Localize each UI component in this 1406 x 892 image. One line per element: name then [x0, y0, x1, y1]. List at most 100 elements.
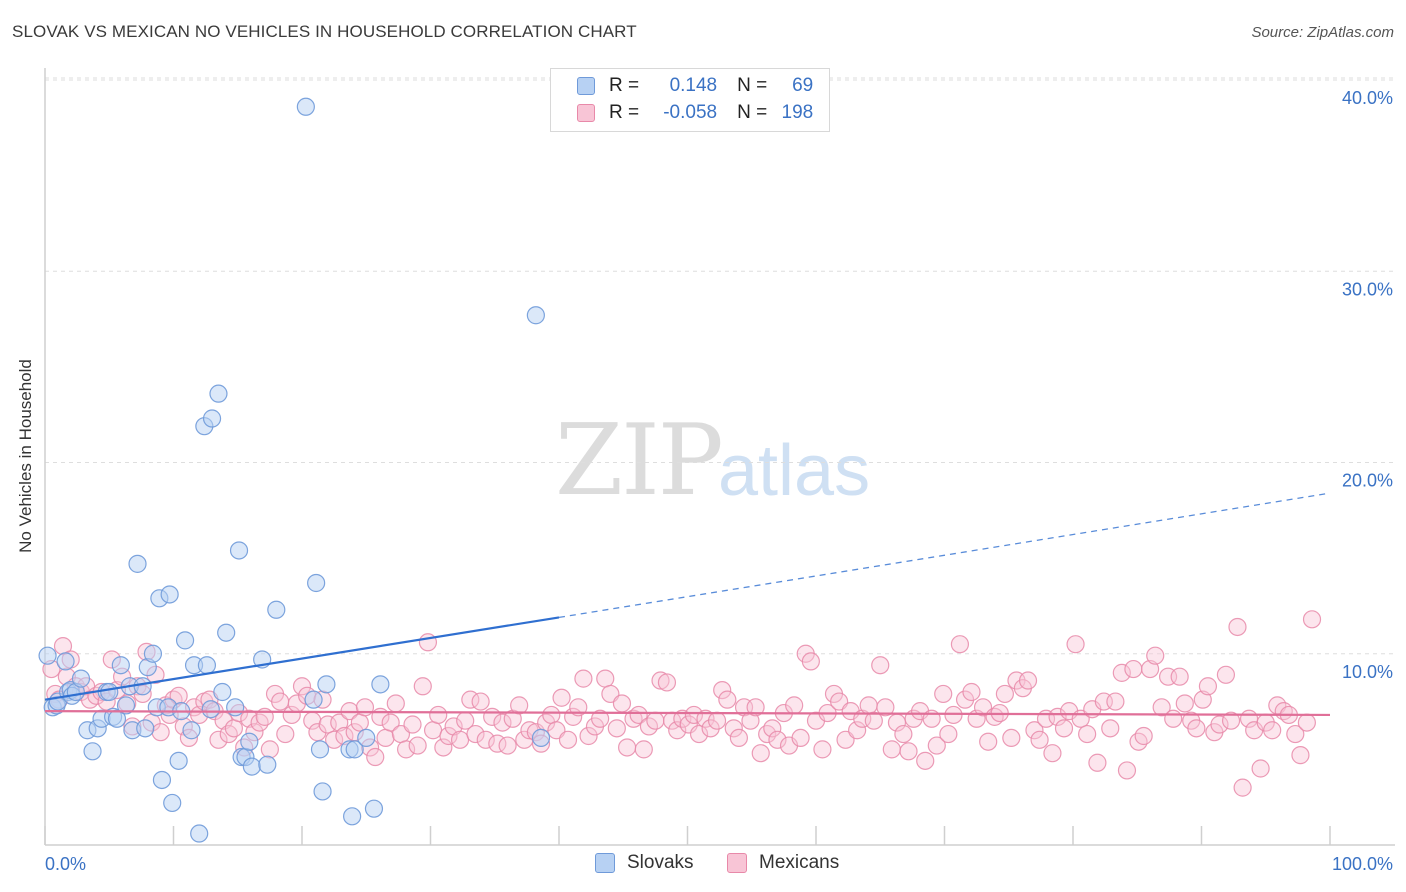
mexicans-point: [493, 713, 512, 732]
y-tick-label: 20.0%: [1342, 471, 1393, 491]
mexicans-point: [325, 730, 344, 749]
mexicans-point: [876, 698, 895, 717]
mexicans-point: [434, 738, 453, 757]
y-tick-label: 10.0%: [1342, 662, 1393, 682]
mexicans-point: [950, 635, 970, 654]
mexicans-point: [1030, 730, 1049, 749]
slovaks-point: [100, 682, 119, 702]
legend-label-mexicans: Mexicans: [759, 852, 840, 873]
mexicans-point: [240, 709, 259, 728]
mexicans-point: [396, 740, 416, 759]
slovaks-point: [163, 793, 182, 813]
slovaks-point: [267, 600, 286, 619]
mexicans-point: [1297, 713, 1316, 732]
slovaks-point: [213, 682, 232, 702]
mexicans-point: [318, 715, 337, 734]
slovaks-point: [38, 646, 57, 665]
mexicans-point: [1233, 778, 1252, 797]
mexicans-point: [1140, 659, 1160, 679]
axes: [44, 68, 1395, 846]
mexicans-point: [612, 694, 632, 713]
mexicans-point: [979, 732, 998, 751]
mexicans-point: [1164, 709, 1183, 728]
mexicans-point: [962, 682, 981, 702]
mexicans-point: [751, 744, 770, 763]
slovaks-point: [56, 652, 75, 671]
mexicans-point: [1048, 707, 1067, 726]
mexicans-point: [899, 742, 918, 761]
mexicans-point: [209, 730, 228, 749]
legend-r-value: 0.148: [669, 75, 718, 96]
mexicans-point: [1112, 663, 1131, 682]
y-tick-label: 30.0%: [1342, 279, 1393, 299]
slovaks-point: [111, 656, 130, 675]
mexicans-point: [260, 740, 279, 759]
mexicans-point: [927, 736, 946, 755]
legend-r-label: R =: [609, 102, 640, 123]
legend-item-slovaks[interactable]: Slovaks: [595, 852, 694, 874]
mexicans-point: [713, 680, 732, 700]
mexicans-point: [1228, 617, 1247, 637]
mexicans-point: [219, 724, 238, 744]
mexicans-point: [1251, 759, 1270, 778]
mexicans-point: [1129, 732, 1148, 751]
mexicans-point: [276, 724, 295, 744]
legend-n-label: N =: [737, 102, 768, 123]
mexicans-point: [668, 721, 687, 740]
mexicans-point: [476, 730, 495, 749]
slovaks-point: [83, 742, 102, 761]
slovaks-points: [38, 97, 551, 843]
mexicans-point: [366, 747, 385, 767]
slovaks-point: [201, 700, 220, 719]
legend-n-value: 69: [792, 75, 814, 96]
series-legend: Slovaks Mexicans: [0, 852, 1406, 876]
slovaks-point: [143, 644, 163, 663]
mexicans-point: [746, 698, 765, 717]
mexicans-point: [718, 690, 737, 709]
trend-lines: [44, 492, 1331, 717]
mexicans-point: [450, 730, 470, 749]
mexicans-point: [1198, 677, 1218, 696]
gridlines: [45, 77, 1395, 655]
slovaks-point: [197, 656, 217, 675]
mexicans-point: [1291, 746, 1310, 765]
x-tick-label-min: 0.0%: [45, 854, 86, 874]
chart-title: SLOVAK VS MEXICAN NO VEHICLES IN HOUSEHO…: [12, 22, 637, 41]
y-tick-label: 40.0%: [1342, 88, 1393, 108]
slovaks-point: [313, 782, 332, 801]
mexicans-point: [542, 705, 561, 725]
mexicans-point: [791, 728, 810, 748]
mexicans-point: [1002, 728, 1021, 748]
mexicans-point: [785, 696, 804, 715]
mexicans-point: [859, 696, 878, 715]
legend-row-slovaks: R = 0.148 N = 69: [577, 73, 813, 99]
mexicans-point: [934, 684, 953, 704]
mexicans-point: [607, 719, 626, 738]
mexicans-point: [894, 724, 913, 744]
mexicans-point: [498, 736, 517, 755]
slovaks-point: [169, 751, 188, 770]
slovaks-point: [209, 384, 228, 403]
mexicans-point: [413, 677, 432, 696]
legend-n-label: N =: [737, 75, 768, 96]
mexicans-point: [403, 715, 422, 734]
mexicans-point: [1106, 692, 1125, 711]
legend-item-mexicans[interactable]: Mexicans: [727, 852, 839, 874]
mexicans-point: [1117, 761, 1137, 780]
mexicans-point: [1066, 635, 1085, 654]
slovaks-point: [357, 728, 376, 748]
mexicans-point: [689, 724, 709, 744]
mexicans-point: [729, 728, 749, 748]
mexicans-point: [657, 673, 677, 692]
slovaks-point: [71, 669, 91, 688]
mexicans-point: [1043, 744, 1062, 763]
mexicans-point: [1134, 726, 1153, 746]
slovaks-point: [133, 677, 152, 696]
mexicans-point: [1018, 671, 1038, 690]
mexicans-point: [1088, 753, 1107, 772]
mexicans-point: [552, 688, 571, 707]
slovaks-point: [160, 585, 179, 604]
y-axis-label: No Vehicles in Household: [16, 359, 35, 553]
slovaks-point: [240, 732, 259, 751]
